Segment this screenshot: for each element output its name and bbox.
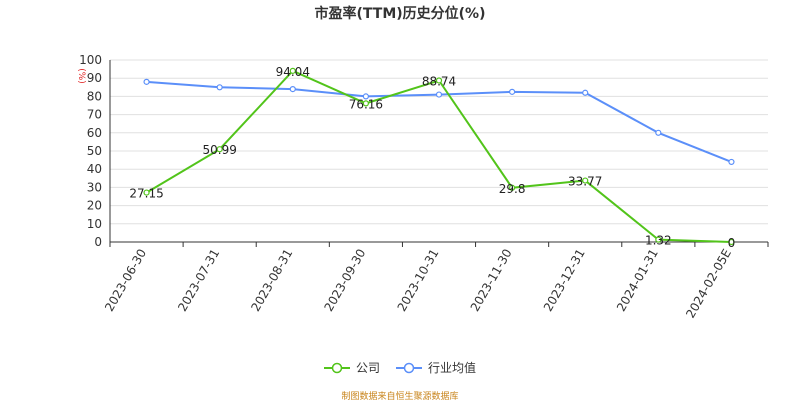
data-point [655,129,662,136]
data-labels: 27.15 50.99 94.04 76.16 88.74 29.8 33.77 1.32 0 [129,65,735,250]
data-point [362,100,369,107]
data-point [509,88,516,95]
data-point [216,84,223,91]
y-tick-label: 90 [87,71,102,85]
data-point [289,67,296,74]
data-point [289,86,296,93]
x-tick-label: 2024-02-05E [683,247,734,321]
series-lines [143,67,735,246]
data-label: 33.77 [568,175,602,189]
y-tick-label: 20 [87,199,102,213]
data-point [143,189,150,196]
data-point [728,238,735,246]
x-tick-label: 2024-01-31 [614,247,661,314]
data-label: 94.04 [276,65,310,79]
data-point [582,89,589,96]
data-point [143,78,150,85]
x-tick-label: 2023-11-30 [468,247,515,314]
y-tick-label: 80 [87,89,102,103]
y-tick-label: 40 [87,162,102,176]
x-tick-label: 2023-10-31 [395,247,442,314]
y-tick-label: 10 [87,217,102,231]
data-point [582,177,589,184]
axes: 0 10 20 30 40 50 60 70 80 90 100(%) 2023-06-30 2023-… [76,53,769,321]
data-point [509,184,516,191]
y-tick-label: 100 [79,53,102,67]
data-label: 50.99 [202,143,236,157]
data-point [216,146,223,153]
y-axis-unit: (%) [76,68,86,84]
x-tick-label: 2023-06-30 [102,247,149,314]
x-tick-label: 2023-12-31 [541,247,588,314]
data-label: 76.16 [349,97,383,111]
legend: 公司 行业均值 [0,359,800,377]
y-tick-label: 0 [94,235,102,249]
data-point [435,77,443,84]
data-point [362,93,369,100]
legend-swatch-icon [396,362,422,373]
legend-item[interactable]: 行业均值 [396,359,476,376]
legend-swatch-icon [323,362,350,373]
x-tick-label: 2023-08-31 [248,247,295,314]
data-label: 1.32 [645,234,672,248]
legend-label: 行业均值 [428,361,477,375]
data-label: 0 [728,236,736,250]
legend-item[interactable]: 公司 [323,359,380,376]
data-point [435,91,443,98]
x-tick-label: 2023-09-30 [321,247,368,314]
data-label: 29.8 [499,182,526,196]
data-point [655,236,662,243]
y-tick-label: 30 [87,180,102,194]
data-label: 27.15 [129,187,163,201]
y-tick-label: 60 [87,126,102,140]
data-point [728,158,735,166]
y-tick-label: 70 [87,108,102,122]
source-note: 制图数据来自恒生聚源数据库 [341,392,459,402]
chart-title: 市盈率(TTM)历史分位(%) [314,6,486,22]
y-tick-label: 50 [87,144,102,158]
x-tick-label: 2023-07-31 [175,247,222,314]
legend-label: 公司 [355,361,380,375]
data-label: 88.74 [422,74,456,88]
